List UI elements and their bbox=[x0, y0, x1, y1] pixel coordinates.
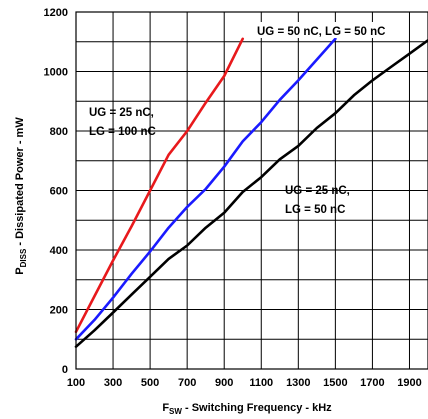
x-tick-label: 100 bbox=[67, 377, 85, 389]
x-tick-label: 1900 bbox=[397, 377, 421, 389]
annotation-ug25-lg50-line1: UG = 25 nC, bbox=[285, 185, 350, 197]
series-layer bbox=[74, 37, 428, 349]
tick-labels: 0 200 400 600 800 1000 1200 100 300 500 700 900 1100… bbox=[44, 7, 422, 389]
x-tick-label: 1700 bbox=[360, 377, 384, 389]
x-tick-label: 1100 bbox=[249, 377, 273, 389]
x-tick-label: 700 bbox=[178, 377, 196, 389]
y-tick-label: 600 bbox=[50, 186, 68, 198]
annotation-ug25-lg100-line2: LG = 100 nC bbox=[89, 126, 156, 138]
y-tick-label: 800 bbox=[50, 126, 68, 138]
y-tick-label: 1200 bbox=[44, 7, 68, 19]
series-line-3 bbox=[74, 38, 428, 349]
y-tick-label: 400 bbox=[50, 245, 68, 257]
series-line-2 bbox=[74, 37, 337, 341]
y-tick-label: 0 bbox=[62, 364, 68, 376]
y-tick-label: 1000 bbox=[44, 67, 68, 79]
annotation-ug25-lg100-line1: UG = 25 nC, bbox=[89, 107, 154, 119]
y-axis-title: PDISS - Dissipated Power - mW bbox=[14, 117, 28, 275]
annotation-1-bg bbox=[252, 22, 394, 38]
x-tick-label: 1300 bbox=[286, 377, 310, 389]
y-tick-label: 200 bbox=[50, 305, 68, 317]
annotation-ug50-lg50: UG = 50 nC, LG = 50 nC bbox=[257, 26, 385, 38]
x-tick-label: 1500 bbox=[323, 377, 347, 389]
x-axis-title: FSW - Switching Frequency - kHz bbox=[162, 402, 332, 416]
series-line-1 bbox=[74, 37, 244, 334]
grid-lines bbox=[75, 12, 428, 369]
x-tick-label: 500 bbox=[141, 377, 159, 389]
x-tick-label: 900 bbox=[215, 377, 233, 389]
plot-frame bbox=[75, 11, 428, 370]
annotation-ug25-lg50-line2: LG = 50 nC bbox=[285, 204, 345, 216]
x-tick-label: 300 bbox=[104, 377, 122, 389]
annotations: UG = 50 nC, LG = 50 nC UG = 25 nC, LG = … bbox=[89, 22, 394, 216]
